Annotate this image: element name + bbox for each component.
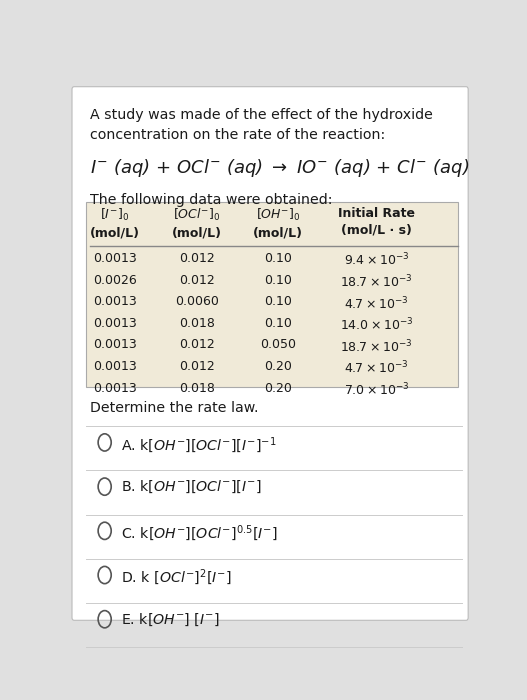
Text: $18.7 \times 10^{-3}$: $18.7 \times 10^{-3}$	[340, 338, 413, 355]
Text: $4.7 \times 10^{-3}$: $4.7 \times 10^{-3}$	[344, 360, 408, 377]
Text: 0.0026: 0.0026	[93, 274, 137, 287]
Text: Initial Rate
(mol/L · s): Initial Rate (mol/L · s)	[338, 207, 415, 237]
Text: $[OCl^{-}]_0$
(mol/L): $[OCl^{-}]_0$ (mol/L)	[172, 207, 221, 240]
FancyBboxPatch shape	[72, 87, 468, 620]
Text: 0.0013: 0.0013	[93, 382, 137, 395]
Text: 0.050: 0.050	[260, 338, 296, 351]
Text: 0.20: 0.20	[265, 360, 292, 373]
Text: 0.012: 0.012	[179, 338, 214, 351]
Text: $4.7 \times 10^{-3}$: $4.7 \times 10^{-3}$	[344, 295, 408, 312]
Text: 0.10: 0.10	[265, 317, 292, 330]
Text: 0.0013: 0.0013	[93, 252, 137, 265]
Text: 0.012: 0.012	[179, 360, 214, 373]
Text: C. k$[OH^{-}][OCl^{-}]^{0.5}[I^{-}]$: C. k$[OH^{-}][OCl^{-}]^{0.5}[I^{-}]$	[121, 524, 278, 543]
Text: The following data were obtained:: The following data were obtained:	[91, 193, 333, 207]
Text: $14.0 \times 10^{-3}$: $14.0 \times 10^{-3}$	[339, 317, 413, 333]
Text: 0.0060: 0.0060	[174, 295, 219, 308]
Text: 0.10: 0.10	[265, 295, 292, 308]
Text: 0.10: 0.10	[265, 252, 292, 265]
Text: 0.0013: 0.0013	[93, 338, 137, 351]
Text: $7.0 \times 10^{-3}$: $7.0 \times 10^{-3}$	[344, 382, 409, 398]
Text: 0.0013: 0.0013	[93, 295, 137, 308]
Text: D. k $[OCl^{-}]^{2}[I^{-}]$: D. k $[OCl^{-}]^{2}[I^{-}]$	[121, 568, 232, 587]
Text: E. k$[OH^{-}]$ $[I^{-}]$: E. k$[OH^{-}]$ $[I^{-}]$	[121, 612, 220, 628]
FancyBboxPatch shape	[86, 202, 458, 388]
Text: $18.7 \times 10^{-3}$: $18.7 \times 10^{-3}$	[340, 274, 413, 290]
Text: $I^{-}$ (aq) + $OCl^{-}$ (aq) $\rightarrow$ $IO^{-}$ (aq) + $Cl^{-}$ (aq): $I^{-}$ (aq) + $OCl^{-}$ (aq) $\rightarr…	[91, 157, 470, 178]
Text: 0.20: 0.20	[265, 382, 292, 395]
Text: 0.0013: 0.0013	[93, 360, 137, 373]
Text: 0.012: 0.012	[179, 252, 214, 265]
Text: 0.012: 0.012	[179, 274, 214, 287]
Text: Determine the rate law.: Determine the rate law.	[91, 401, 259, 415]
Text: 0.018: 0.018	[179, 317, 214, 330]
Text: B. k$[OH^{-}][OCl^{-}][I^{-}]$: B. k$[OH^{-}][OCl^{-}][I^{-}]$	[121, 479, 261, 496]
Text: $[OH^{-}]_0$
(mol/L): $[OH^{-}]_0$ (mol/L)	[253, 207, 303, 240]
Text: $9.4 \times 10^{-3}$: $9.4 \times 10^{-3}$	[344, 252, 409, 269]
Text: 0.018: 0.018	[179, 382, 214, 395]
Text: A. k$[OH^{-}][OCl^{-}][I^{-}]^{-1}$: A. k$[OH^{-}][OCl^{-}][I^{-}]^{-1}$	[121, 435, 277, 455]
Text: 0.10: 0.10	[265, 274, 292, 287]
Text: A study was made of the effect of the hydroxide
concentration on the rate of the: A study was made of the effect of the hy…	[91, 108, 433, 142]
Text: $[I^{-}]_0$
(mol/L): $[I^{-}]_0$ (mol/L)	[90, 207, 140, 240]
Text: 0.0013: 0.0013	[93, 317, 137, 330]
